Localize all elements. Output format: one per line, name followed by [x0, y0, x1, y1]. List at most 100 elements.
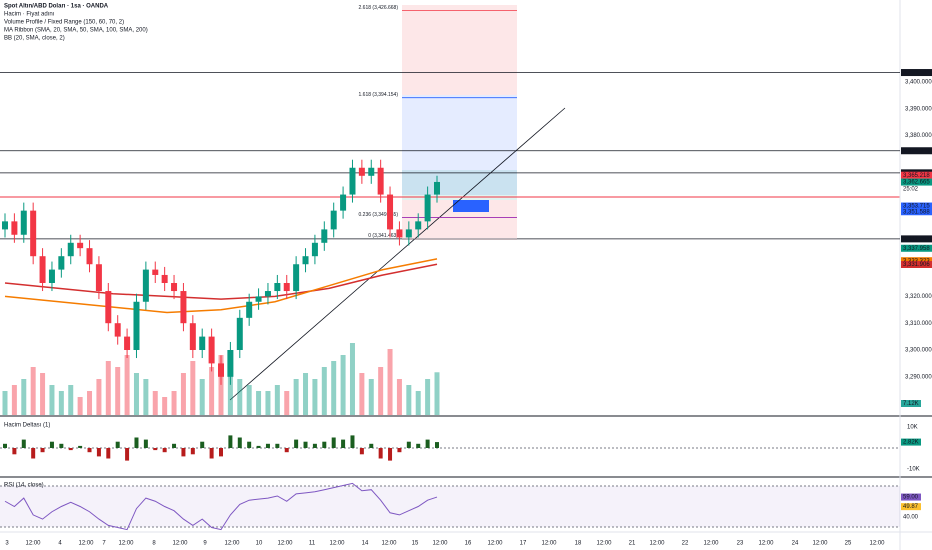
delta-bar [237, 437, 242, 448]
x-tick-label: 12:00 [381, 541, 397, 547]
x-tick-label: 25 [845, 541, 852, 547]
x-tick-label: 14 [362, 541, 369, 547]
x-tick-label: 8 [152, 541, 156, 547]
delta-bar [219, 448, 223, 457]
x-tick-label: 24 [792, 541, 799, 547]
candle-body [255, 296, 262, 302]
delta-tick: -10K [907, 467, 920, 473]
x-tick-label: 9 [203, 541, 207, 547]
volume-bar [265, 391, 271, 415]
delta-bar [228, 435, 233, 448]
volume-bar [199, 379, 205, 415]
volume-bar [96, 379, 102, 415]
candle-body [161, 274, 168, 283]
candle-body [358, 167, 365, 176]
candle-body [39, 256, 46, 283]
rsi-tag [901, 493, 921, 501]
delta-bar [256, 445, 261, 448]
delta-bar [359, 448, 364, 455]
rsi-tag [901, 503, 921, 511]
x-tick-label: 12:00 [277, 541, 293, 547]
candle-body [293, 264, 300, 292]
volume-bar [40, 373, 46, 415]
volume-bar [396, 379, 402, 415]
candle-body [264, 291, 271, 297]
x-tick-label: 4 [58, 541, 62, 547]
candle-body [180, 291, 187, 324]
x-tick-label: 17 [520, 541, 527, 547]
delta-bar [425, 439, 430, 448]
volume-bar [349, 343, 355, 415]
candle-body [424, 194, 431, 222]
delta-bar [247, 441, 252, 448]
pane-title: RSI (14, close) [4, 483, 44, 489]
delta-bar [31, 448, 36, 459]
price-tag [901, 69, 932, 77]
x-tick-label: 11 [309, 541, 316, 547]
volume-bar [49, 385, 55, 415]
candle-body [114, 323, 121, 337]
candle-body [405, 229, 412, 238]
ma-line [4, 263, 438, 300]
x-tick-label: 21 [629, 541, 636, 547]
delta-bar [172, 443, 177, 448]
price-tag [901, 257, 932, 265]
pane-title: Hacim Deltası (1) [4, 423, 50, 429]
volume-bar [368, 379, 374, 415]
position-box[interactable] [453, 200, 489, 212]
x-tick-label: 12:00 [812, 541, 828, 547]
candle-body [387, 194, 394, 230]
delta-bar [87, 448, 92, 453]
candle-body [227, 350, 234, 377]
price-tag [901, 235, 932, 243]
candle-body [340, 194, 347, 211]
fib-label: 0.236 (3,349.465) [359, 212, 399, 218]
volume-bar [87, 391, 93, 415]
delta-bar [115, 441, 120, 448]
volume-bar [274, 385, 280, 415]
volume-bar [143, 379, 149, 415]
volume-bar [387, 349, 393, 415]
candle-body [58, 256, 65, 270]
candle-body [368, 167, 375, 176]
delta-bar [331, 437, 336, 448]
candle-body [396, 229, 403, 238]
delta-bar [322, 441, 327, 448]
volume-bar [209, 367, 215, 415]
volume-bar [256, 391, 262, 415]
x-tick-label: 10 [256, 541, 263, 547]
price-label: 3,374.349 [903, 148, 930, 154]
trend-line [229, 107, 566, 401]
delta-bar [181, 448, 186, 457]
candle-body [377, 167, 384, 195]
candle-body [349, 167, 356, 195]
price-label: 3,365.218 [903, 173, 930, 179]
legend-text: Spot Altın/ABD Doları · 1sa · OANDA [4, 4, 109, 10]
delta-bar [416, 443, 421, 448]
delta-bar [21, 439, 26, 448]
x-tick-label: 12:00 [172, 541, 188, 547]
x-tick-label: 12:00 [596, 541, 612, 547]
candle-body [105, 291, 112, 324]
delta-bar [303, 441, 308, 448]
volume-bar [190, 361, 196, 415]
countdown: 25:02 [903, 187, 919, 193]
volume-bar [77, 397, 83, 415]
delta-bar [312, 443, 317, 448]
candle-body [274, 283, 281, 292]
delta-bar [125, 448, 130, 461]
volume-bar [425, 379, 431, 415]
delta-bar [341, 439, 346, 448]
volume-bar [105, 361, 111, 415]
price-tag [901, 178, 932, 186]
volume-bar [303, 373, 309, 415]
x-tick-label: 12:00 [118, 541, 134, 547]
volume-bar [58, 391, 64, 415]
price-label: 3,331.906 [903, 262, 930, 268]
volume-bar [21, 379, 27, 415]
x-tick-label: 23 [737, 541, 744, 547]
price-label: 3,403.531 [903, 70, 930, 76]
rsi-band [0, 486, 900, 527]
x-tick-label: 12:00 [758, 541, 774, 547]
y-tick-label: 3,310.000 [905, 321, 932, 327]
